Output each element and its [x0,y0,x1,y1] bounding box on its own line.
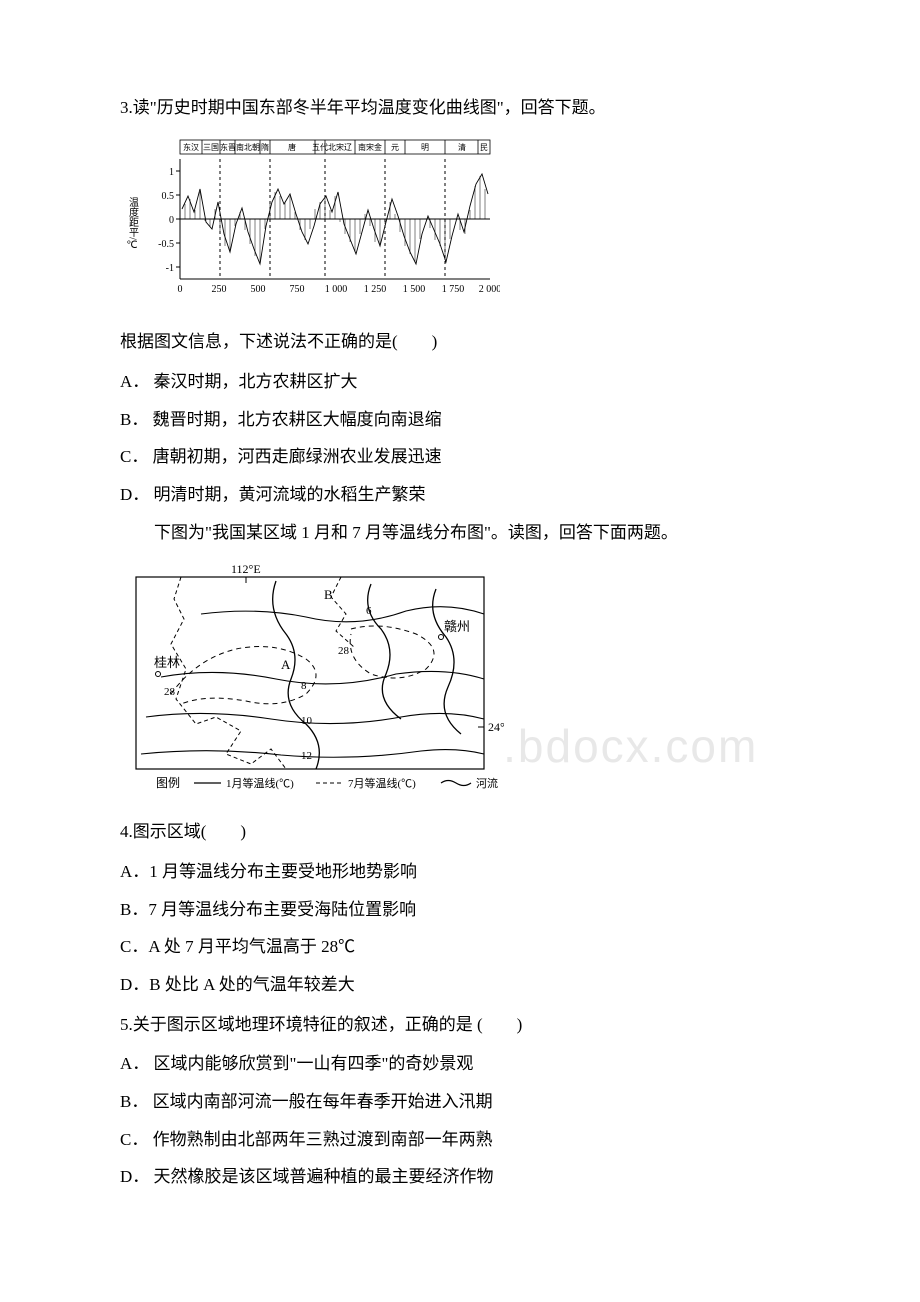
svg-text:1 500: 1 500 [403,284,426,295]
isotherm-map: 112°E 24°N [126,559,800,807]
svg-text:6: 6 [366,605,372,617]
q4-option-a: A．1 月等温线分布主要受地形地势影响 [120,854,800,890]
temperature-chart-svg: 东汉 三国 东晋 南北朝 隋 唐 五代 北宋辽 南宋金 元 明 清 民 [120,134,500,304]
q4-option-d: D．B 处比 A 处的气温年较差大 [120,967,800,1003]
svg-text:750: 750 [290,284,305,295]
svg-text:1月等温线(℃): 1月等温线(℃) [226,776,294,790]
q3-option-c: C． 唐朝初期，河西走廊绿洲农业发展迅速 [120,439,800,475]
q4-stem: 4.图示区域( ) [120,814,800,850]
q3-option-b: B． 魏晋时期，北方农耕区大幅度向南退缩 [120,402,800,438]
svg-text:A: A [281,657,291,672]
svg-text:赣州: 赣州 [444,619,470,634]
svg-text:清: 清 [458,142,466,152]
svg-text:1: 1 [169,167,174,178]
svg-text:B: B [324,587,333,602]
q5-option-d: D． 天然橡胶是该区域普遍种植的最主要经济作物 [120,1159,800,1195]
svg-text:7月等温线(℃): 7月等温线(℃) [348,776,416,790]
svg-text:唐: 唐 [288,142,296,152]
svg-text:东晋: 东晋 [220,142,236,152]
q3-stem: 根据图文信息，下述说法不正确的是( ) [120,324,800,360]
svg-text:250: 250 [212,284,227,295]
q5-option-a: A． 区域内能够欣赏到"一山有四季"的奇妙景观 [120,1046,800,1082]
svg-text:明: 明 [421,143,429,152]
svg-text:24°N: 24°N [488,720,504,734]
svg-text:12: 12 [301,750,312,762]
svg-text:1 250: 1 250 [364,284,387,295]
svg-text:0.5: 0.5 [162,191,175,202]
svg-text:28: 28 [338,645,350,657]
q4-option-c: C．A 处 7 月平均气温高于 28℃ [120,929,800,965]
shared-intro: 下图为"我国某区域 1 月和 7 月等温线分布图"。读图，回答下面两题。 [120,515,800,551]
svg-text:五代: 五代 [312,142,328,152]
svg-text:28: 28 [164,686,176,698]
svg-text:500: 500 [251,284,266,295]
svg-text:0: 0 [169,215,174,226]
svg-text:温度距平/℃: 温度距平/℃ [126,197,138,251]
svg-text:三国: 三国 [203,143,219,152]
svg-text:2 000: 2 000 [479,284,500,295]
q3-option-a: A． 秦汉时期，北方农耕区扩大 [120,364,800,400]
q3-option-d: D． 明清时期，黄河流域的水稻生产繁荣 [120,477,800,513]
svg-text:-1: -1 [166,263,174,274]
svg-text:元: 元 [391,143,399,152]
svg-text:东汉: 东汉 [183,142,199,152]
svg-text:112°E: 112°E [231,562,261,576]
svg-text:桂林: 桂林 [154,655,180,670]
document-content: 3.读"历史时期中国东部冬半年平均温度变化曲线图"，回答下题。 [120,90,800,1195]
q4-option-b: B．7 月等温线分布主要受海陆位置影响 [120,892,800,928]
q5-stem: 5.关于图示区域地理环境特征的叙述，正确的是 ( ) [120,1007,800,1043]
svg-text:1 000: 1 000 [325,284,348,295]
isotherm-map-svg: 112°E 24°N [126,559,504,794]
svg-text:8: 8 [301,680,307,692]
q3-chart: 东汉 三国 东晋 南北朝 隋 唐 五代 北宋辽 南宋金 元 明 清 民 [120,134,800,317]
svg-text:-0.5: -0.5 [158,239,174,250]
q5-option-c: C． 作物熟制由北部两年三熟过渡到南部一年两熟 [120,1122,800,1158]
svg-text:1 750: 1 750 [442,284,465,295]
svg-text:南宋金: 南宋金 [358,142,382,152]
svg-text:民: 民 [480,143,488,152]
svg-text:河流: 河流 [476,776,498,790]
q3-intro: 3.读"历史时期中国东部冬半年平均温度变化曲线图"，回答下题。 [120,90,800,126]
svg-text:0: 0 [178,284,183,295]
svg-text:隋: 隋 [261,142,269,152]
q5-option-b: B． 区域内南部河流一般在每年春季开始进入汛期 [120,1084,800,1120]
svg-text:北宋辽: 北宋辽 [328,142,352,152]
svg-text:图例: 图例 [156,776,180,790]
svg-text:10: 10 [301,715,313,727]
svg-text:南北朝: 南北朝 [236,142,260,152]
